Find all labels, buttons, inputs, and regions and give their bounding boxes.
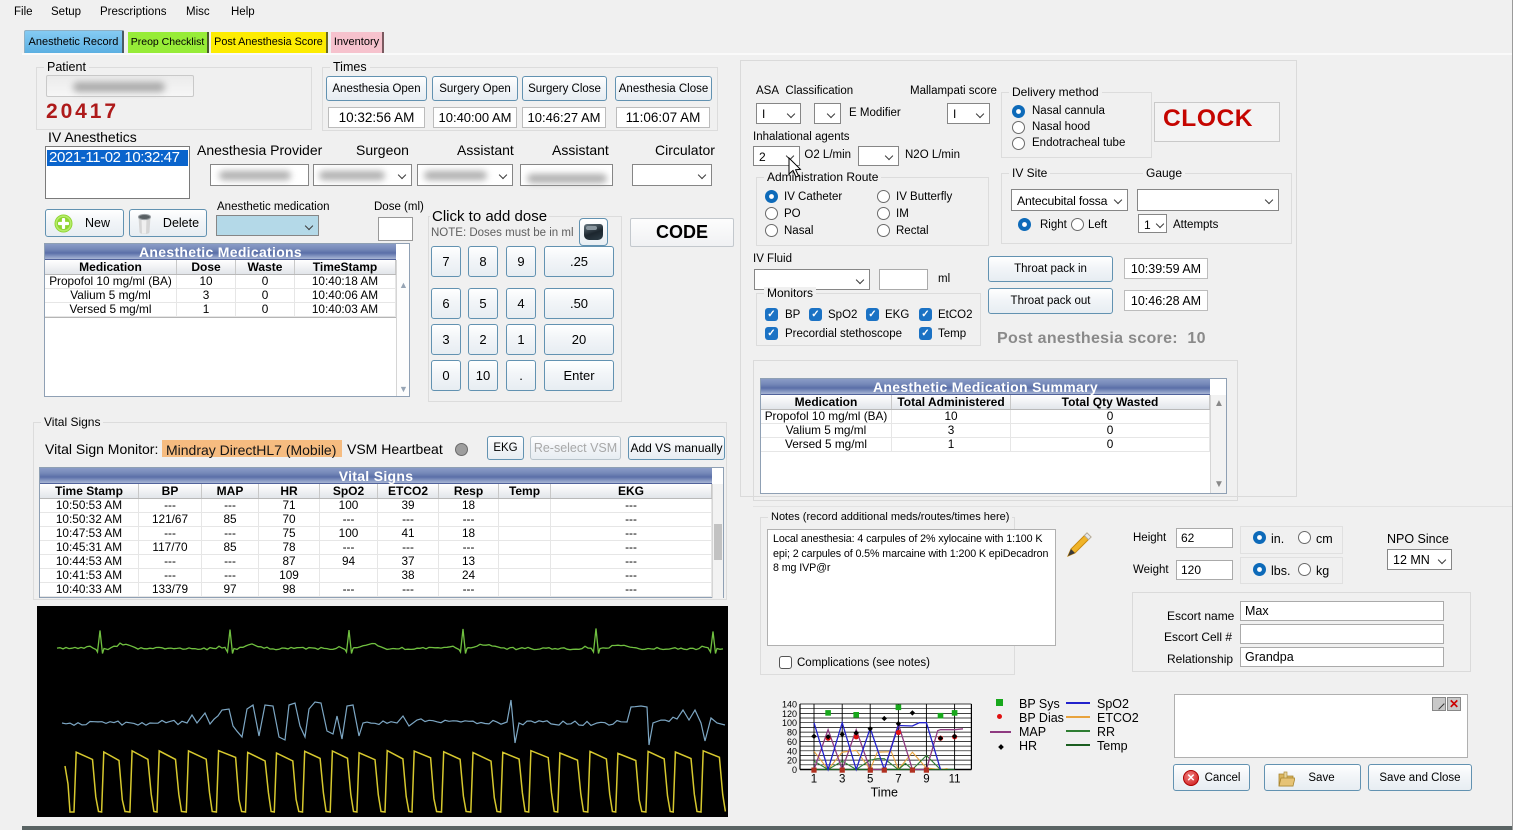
svg-text:1: 1 bbox=[811, 774, 817, 786]
svg-text:0: 0 bbox=[792, 765, 797, 775]
svg-text:7: 7 bbox=[895, 774, 901, 786]
svg-text:20: 20 bbox=[787, 756, 797, 766]
svg-text:140: 140 bbox=[782, 700, 797, 710]
svg-text:Time: Time bbox=[871, 786, 898, 800]
svg-text:5: 5 bbox=[867, 774, 873, 786]
svg-text:3: 3 bbox=[839, 774, 845, 786]
svg-text:100: 100 bbox=[782, 718, 797, 728]
svg-text:60: 60 bbox=[787, 737, 797, 747]
svg-text:9: 9 bbox=[923, 774, 929, 786]
svg-text:80: 80 bbox=[787, 728, 797, 738]
svg-text:11: 11 bbox=[949, 774, 961, 786]
svg-text:40: 40 bbox=[787, 746, 797, 756]
svg-text:120: 120 bbox=[782, 709, 797, 719]
